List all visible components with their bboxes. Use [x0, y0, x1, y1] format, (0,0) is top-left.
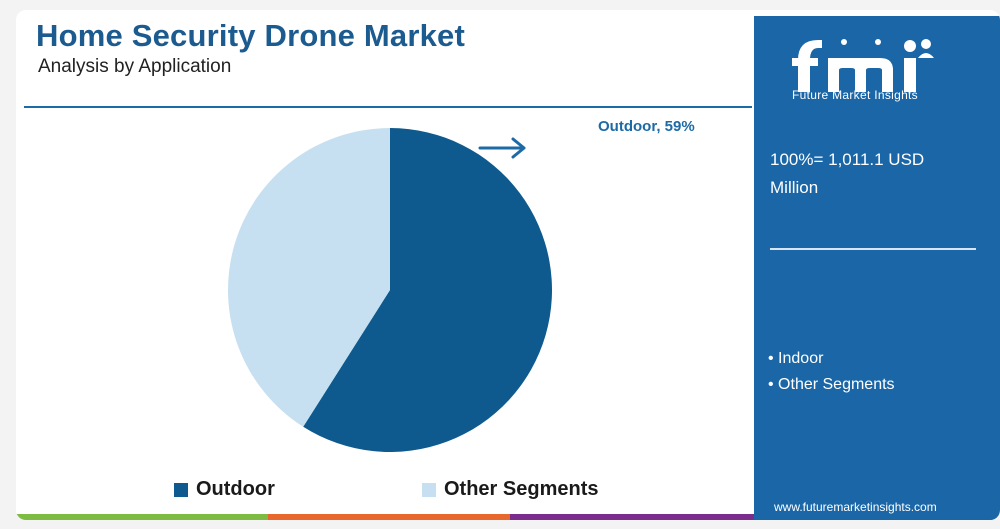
market-total: 100%= 1,011.1 USD Million: [770, 146, 990, 202]
segment-item-indoor: • Indoor: [768, 350, 824, 367]
chart-subtitle: Analysis by Application: [38, 56, 232, 77]
pie-slice-other-segments: [227, 128, 390, 427]
fmi-logo-icon: [792, 39, 934, 92]
legend-label-outdoor: Outdoor: [196, 478, 275, 500]
legend-swatch-outdoor: [174, 482, 188, 497]
panel-divider: [770, 248, 976, 250]
legend-item-outdoor: Outdoor: [174, 478, 275, 501]
market-total-line-1: 100%= 1,011.1 USD: [770, 150, 925, 169]
logo-text: Future Market Insights: [792, 88, 918, 102]
legend-swatch-other-segments: [422, 482, 436, 497]
segment-list: • Indoor • Other Segments: [768, 346, 895, 398]
segment-item-other-segments: • Other Segments: [768, 376, 895, 393]
callout-arrow-icon: [478, 137, 526, 159]
segment-label-other-segments: Other Segments: [778, 376, 895, 393]
strip-segment-purple: [510, 514, 754, 520]
info-panel: Future Market Insights 100%= 1,011.1 USD…: [754, 16, 1000, 520]
chart-card: Home Security Drone Market Analysis by A…: [16, 10, 1000, 520]
website-url: www.futuremarketinsights.com: [774, 500, 937, 514]
segment-label-indoor: Indoor: [778, 350, 824, 367]
market-total-line-2: Million: [770, 178, 819, 197]
pie-slice-outdoor: [303, 128, 552, 452]
legend-label-other-segments: Other Segments: [444, 478, 599, 500]
strip-segment-orange: [268, 514, 510, 520]
chart-title: Home Security Drone Market: [36, 18, 465, 53]
legend-item-other-segments: Other Segments: [422, 478, 598, 501]
header-divider: [24, 106, 752, 108]
pie-chart: [227, 128, 552, 452]
outdoor-callout-label: Outdoor, 59%: [598, 118, 695, 135]
strip-segment-green: [16, 514, 268, 520]
